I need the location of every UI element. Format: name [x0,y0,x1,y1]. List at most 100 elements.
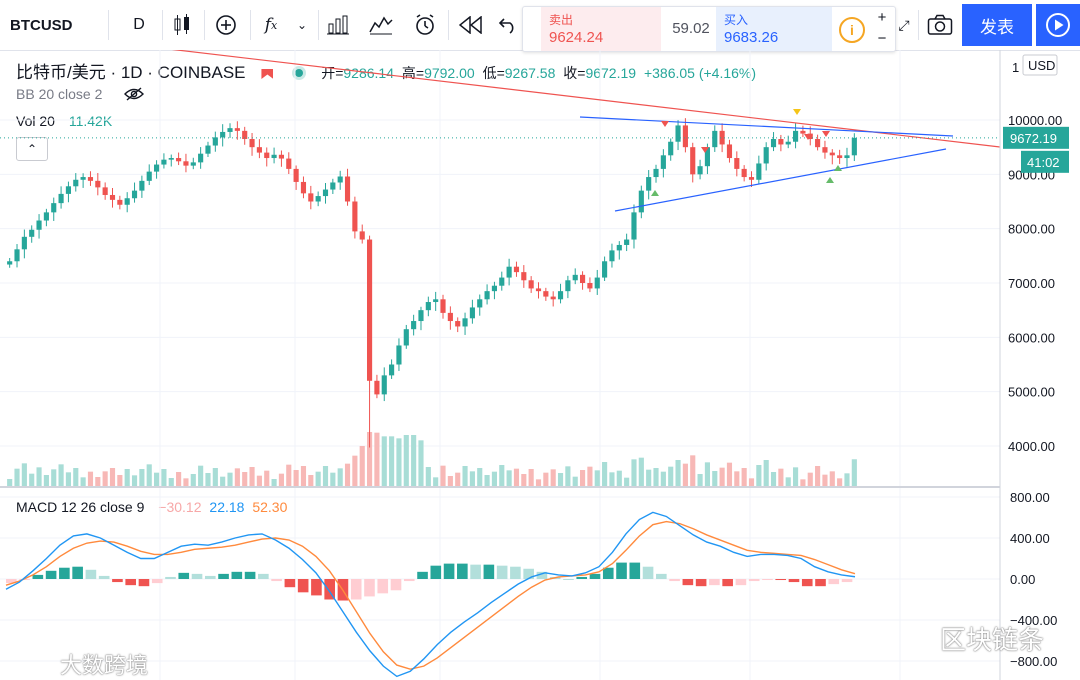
toolbar-divider [448,10,449,40]
candle [770,139,777,148]
buy-signal-marker [651,190,659,196]
candle [433,299,439,303]
macd-histogram-bar [112,579,123,583]
volume-bar [21,463,27,487]
macd-histogram-bar [98,575,110,579]
hide-eye-icon[interactable] [124,87,145,104]
symbol-search[interactable]: BTCUSD [10,16,73,34]
volume-bar [535,479,542,487]
fullscreen-icon[interactable]: ⤢ [898,16,910,33]
chevron-down-icon[interactable]: ⌄ [296,18,308,32]
candles-icon[interactable] [168,0,196,50]
publish-button[interactable]: 发表 [962,4,1032,46]
quantity-increase-button[interactable]: + [877,9,887,26]
bookmark-icon[interactable] [261,69,274,79]
high-value: 9792.00 [424,65,475,81]
volume-bar [161,469,167,487]
macd-pane [5,511,856,678]
candle [256,147,262,153]
price-tick-label: 6000.00 [1008,330,1055,345]
volume-bar [264,470,270,487]
sell-signal-marker [701,147,709,153]
info-icon[interactable]: i [839,17,865,43]
macd-histogram-bar [244,571,256,579]
candle [337,176,343,183]
volume-bar [778,468,784,487]
candle [411,321,417,330]
volume-bar [352,455,358,487]
candle [146,171,152,181]
macd-histogram-bar [762,579,773,581]
currency-box [1022,54,1058,76]
volume-bar [557,473,564,487]
buy-signal-marker [826,177,834,183]
macd-histogram-bar [6,579,17,584]
quantity-decrease-button[interactable]: − [877,30,887,47]
macd-histogram-bar [258,573,269,579]
add-indicator-icon[interactable] [212,0,240,50]
candle [80,177,86,180]
camera-icon[interactable] [924,0,956,50]
macd-histogram-bar [297,579,309,593]
volume-bar [168,478,174,487]
candle [87,177,94,181]
macd-histogram-bar [642,566,654,579]
volume-bar [807,472,813,487]
candle [286,158,292,169]
market-status-icon [295,69,304,77]
macd-histogram-bar [616,562,627,579]
volume-bar [73,468,79,487]
buy-label: 买入 [724,13,749,27]
macd-legend[interactable]: MACD 12 26 close 9 −30.12 22.18 52.30 [16,499,291,515]
candle [139,180,145,191]
chart-canvas[interactable]: 10000.009000.008000.007000.006000.005000… [0,50,1080,680]
replay-icon[interactable] [456,0,486,50]
volume-bar [682,463,688,487]
alert-icon[interactable] [410,0,440,50]
macd-hist-value: −30.12 [158,499,202,515]
volume-bar [242,472,248,487]
candle [469,307,475,319]
bar-chart-icon[interactable] [324,0,352,50]
volume-legend[interactable]: Vol 20 11.42K [16,113,116,129]
volume-bar [249,467,255,487]
candle [675,125,681,142]
candle [366,239,373,381]
volume-bar [234,468,240,487]
sell-button[interactable]: 卖出 9624.24 [541,7,661,51]
volume-bar [117,475,123,487]
candle [690,147,696,175]
candle [851,137,857,156]
volume-bar [337,468,343,487]
macd-histogram-bar [72,566,83,579]
undo-icon[interactable] [496,0,520,50]
macd-histogram-bar [377,579,389,594]
volume-bar [198,465,204,487]
volume-bar [770,472,777,487]
price-tick-label: 7000.00 [1008,276,1055,291]
macd-histogram-bar [828,579,840,585]
volume-bar [418,440,424,487]
candle [322,189,329,197]
candle [646,177,652,191]
volume-bar [690,455,696,487]
volume-bar [183,478,189,487]
volume-bar [433,477,439,487]
volume-bars [7,432,857,487]
buy-button[interactable]: 买入 9683.26 [716,7,832,51]
candle [315,196,321,202]
candle [117,199,123,205]
volume-bar [411,435,417,487]
volume-bar [205,473,211,487]
candle [418,310,424,322]
interval-selector[interactable]: D [133,16,145,33]
macd-tick-label: −400.00 [1010,613,1057,628]
macd-histogram-bar [748,579,760,582]
macd-histogram-bar [151,579,163,584]
toolbar-divider [318,10,319,40]
play-icon[interactable] [1036,4,1080,46]
candle [190,162,196,166]
bb-legend[interactable]: BB 20 close 2 [16,86,148,104]
templates-icon[interactable] [366,0,396,50]
